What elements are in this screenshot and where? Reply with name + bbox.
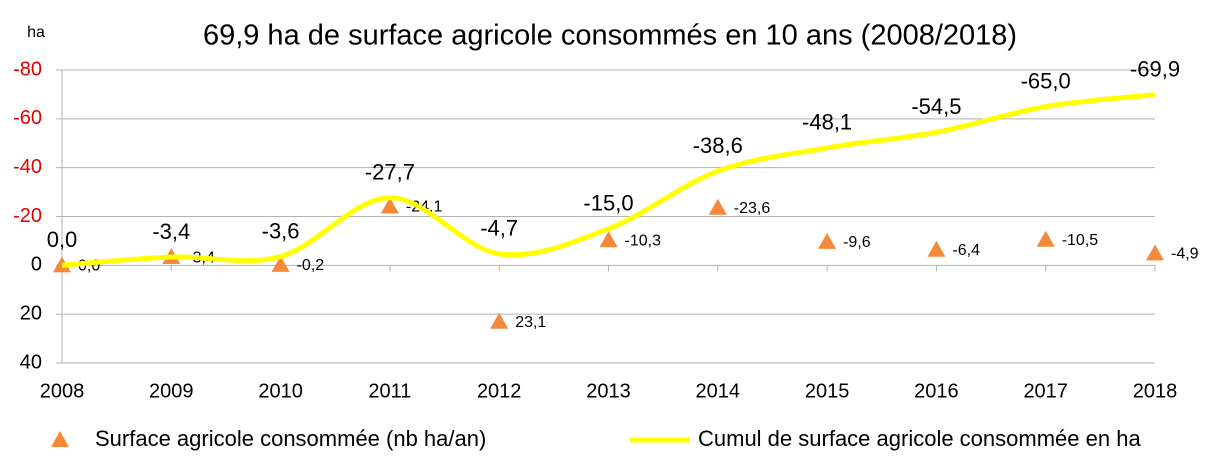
x-tick-label: 2011 xyxy=(368,380,411,402)
x-tick-label: 2008 xyxy=(40,380,85,402)
data-label: -27,7 xyxy=(365,160,415,185)
y-tick-label: -20 xyxy=(13,205,42,227)
y-tick-label: -40 xyxy=(13,156,42,178)
y-tick-label: 0 xyxy=(31,254,42,276)
triangle-marker xyxy=(380,197,399,214)
data-label: -54,5 xyxy=(911,94,961,119)
triangle-marker xyxy=(708,198,727,215)
legend-label: Surface agricole consommée (nb ha/an) xyxy=(95,426,486,451)
y-axis-label: ha xyxy=(27,24,45,41)
x-tick-label: 2013 xyxy=(586,380,631,402)
data-label: -69,9 xyxy=(1130,56,1180,81)
chart-title: 69,9 ha de surface agricole consommés en… xyxy=(203,20,1017,52)
y-tick-label: -60 xyxy=(13,107,42,129)
data-label: -3,6 xyxy=(262,218,300,243)
triangle-marker xyxy=(490,312,509,329)
y-tick-label: 40 xyxy=(20,351,42,373)
triangle-marker xyxy=(1146,244,1164,261)
legend-label: Cumul de surface agricole consommée en h… xyxy=(698,426,1141,451)
triangle-marker xyxy=(599,231,618,248)
x-tick-label: 2009 xyxy=(149,380,194,402)
x-tick-label: 2014 xyxy=(696,380,741,402)
y-tick-label: 20 xyxy=(20,302,42,324)
data-label: 23,1 xyxy=(515,314,546,331)
x-tick-label: 2012 xyxy=(477,380,522,402)
data-label: -10,3 xyxy=(625,232,662,249)
data-label: -9,6 xyxy=(843,234,871,251)
data-label: -6,4 xyxy=(952,242,980,259)
data-label: -48,1 xyxy=(802,110,852,135)
data-label: -3,4 xyxy=(152,219,190,244)
triangle-marker xyxy=(927,240,946,257)
triangle-marker xyxy=(271,255,290,272)
data-label: -4,7 xyxy=(480,216,518,241)
data-label: -23,6 xyxy=(734,200,771,217)
x-tick-label: 2017 xyxy=(1023,380,1068,402)
x-tick-label: 2015 xyxy=(805,380,850,402)
triangle-marker xyxy=(1036,230,1055,247)
triangle-marker xyxy=(818,232,837,249)
data-label: -65,0 xyxy=(1021,68,1071,93)
cumul-line xyxy=(61,92,1156,268)
x-tick-label: 2018 xyxy=(1133,380,1178,402)
data-label: -15,0 xyxy=(583,191,633,216)
data-label: -10,5 xyxy=(1062,232,1099,249)
y-tick-label: -80 xyxy=(13,58,42,80)
x-tick-label: 2016 xyxy=(914,380,959,402)
data-label: -0,2 xyxy=(297,257,325,274)
data-label: -4,9 xyxy=(1171,246,1199,263)
data-label: 0,0 xyxy=(47,227,78,252)
legend-marker xyxy=(51,431,69,447)
x-tick-label: 2010 xyxy=(258,380,303,402)
data-label: -38,6 xyxy=(693,133,743,158)
